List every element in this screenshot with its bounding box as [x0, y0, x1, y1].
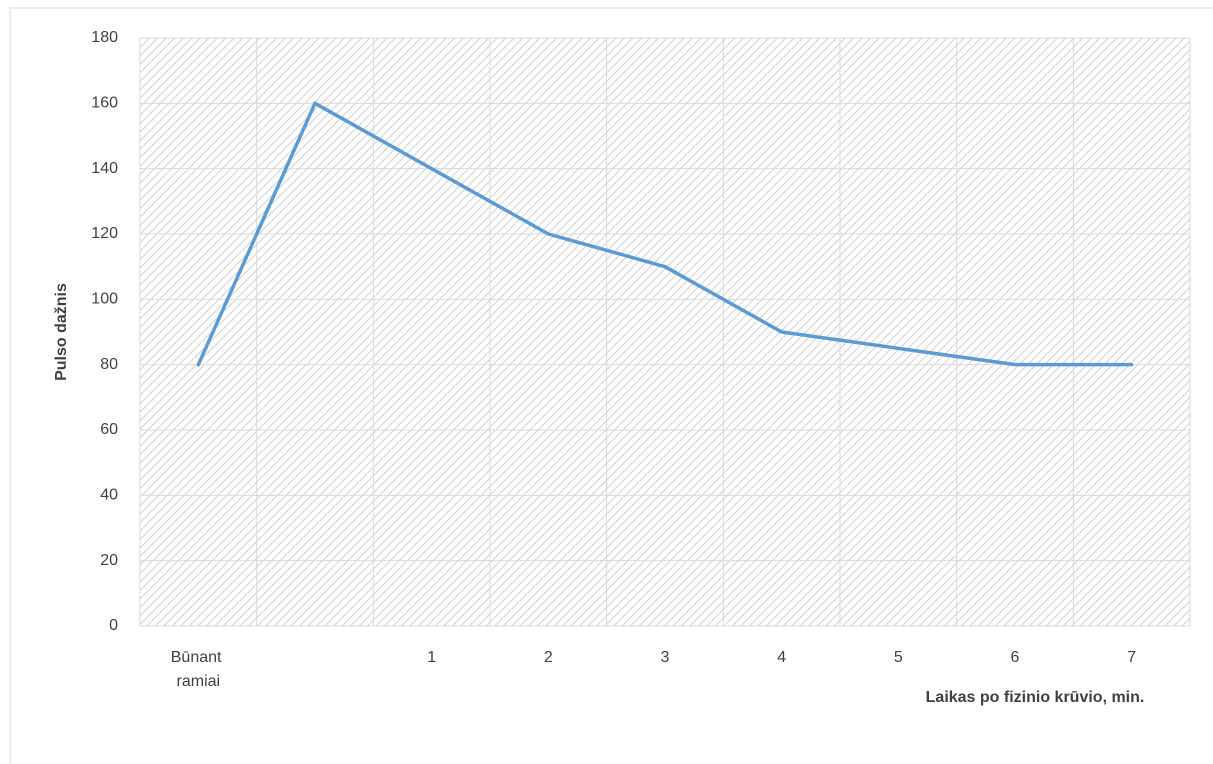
x-axis-title: Laikas po fizinio krūvio, min. — [926, 689, 1145, 706]
plot-area — [140, 38, 1190, 626]
y-tick-label: 140 — [91, 160, 118, 177]
x-tick-label: 2 — [544, 649, 553, 666]
y-tick-label: 180 — [91, 29, 118, 46]
y-tick-label: 100 — [91, 291, 118, 308]
y-tick-label: 0 — [109, 617, 118, 634]
y-tick-label: 160 — [91, 95, 118, 112]
x-tick-label: 7 — [1127, 649, 1136, 666]
y-tick-label: 80 — [100, 356, 118, 373]
x-tick-label: Būnant ramiai — [171, 649, 226, 690]
x-tick-label: 3 — [661, 649, 670, 666]
y-axis-title: Pulso dažnis — [53, 283, 70, 381]
data-line — [196, 101, 1134, 367]
y-tick-label: 40 — [100, 487, 118, 504]
x-tick-label: 5 — [894, 649, 903, 666]
x-tick-label: 6 — [1011, 649, 1020, 666]
y-tick-label: 20 — [100, 552, 118, 569]
y-tick-label: 120 — [91, 225, 118, 242]
chart-frame — [9, 7, 1213, 764]
x-tick-label: 1 — [427, 649, 436, 666]
y-tick-label: 60 — [100, 421, 118, 438]
x-tick-label: 4 — [777, 649, 786, 666]
